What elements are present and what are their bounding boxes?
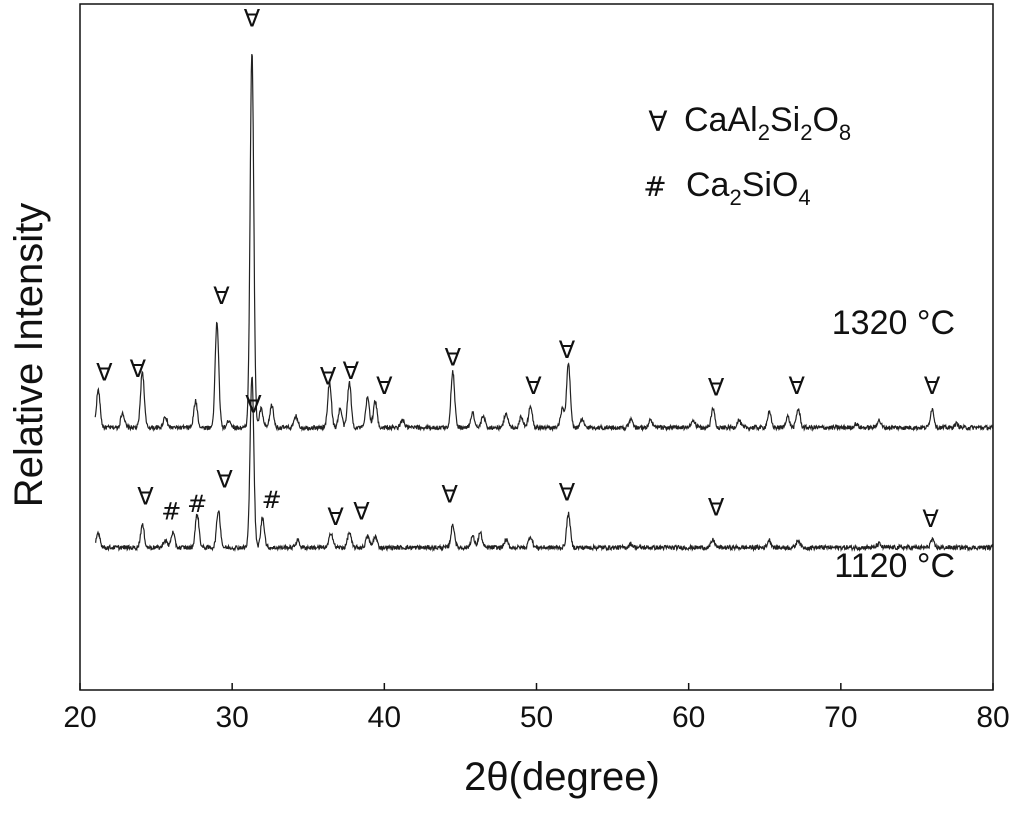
caal2si2o8-peak-marker-1320: ∀ <box>320 362 337 390</box>
caal2si2o8-peak-marker-1120: ∀ <box>708 494 725 522</box>
caal2si2o8-peak-marker-1320: ∀ <box>96 359 113 387</box>
temp-label-1120: 1120 °C <box>834 547 955 585</box>
x-tick-label: 30 <box>215 701 248 734</box>
ca2sio4-peak-marker-1120: # <box>161 497 181 525</box>
y-axis-title: Relative Intensity <box>7 203 51 508</box>
caal2si2o8-peak-marker-1120: ∀ <box>137 482 154 510</box>
caal2si2o8-peak-marker-1320: ∀ <box>708 374 725 402</box>
caal2si2o8-peak-marker-1320: ∀ <box>376 372 393 400</box>
x-tick-label: 40 <box>368 701 401 734</box>
caal2si2o8-peak-marker-1320: ∀ <box>244 4 261 32</box>
series-layer <box>94 54 994 553</box>
caal2si2o8-peak-marker-1320: ∀ <box>130 355 147 383</box>
caal2si2o8-peak-marker-1320: ∀ <box>788 372 805 400</box>
temp-label-1320: 1320 °C <box>832 304 955 342</box>
caal2si2o8-peak-marker-1320: ∀ <box>924 372 941 400</box>
series-1320-line <box>94 54 994 433</box>
legend-label-anorthite: CaAl2Si2O8 <box>684 101 851 145</box>
ca2sio4-peak-marker-1120: # <box>187 490 207 518</box>
plot-frame <box>79 3 994 691</box>
x-axis-title: 2θ(degree) <box>464 755 660 799</box>
x-tick-label: 50 <box>520 701 553 734</box>
caal2si2o8-peak-marker-1120: ∀ <box>245 391 262 419</box>
caal2si2o8-peak-marker-1120: ∀ <box>922 505 939 533</box>
series-1120-line <box>94 376 994 553</box>
ca2sio4-peak-marker-1120: # <box>262 486 282 514</box>
x-tick-label: 60 <box>672 701 705 734</box>
legend-marker-anorthite: ∀ <box>648 105 667 138</box>
caal2si2o8-peak-marker-1320: ∀ <box>445 344 462 372</box>
x-tick-label: 80 <box>976 701 1009 734</box>
caal2si2o8-peak-marker-1320: ∀ <box>213 282 230 310</box>
caal2si2o8-peak-marker-1120: ∀ <box>327 503 344 531</box>
legend-label-larnite: Ca2SiO4 <box>686 166 811 210</box>
x-tick-label: 70 <box>824 701 857 734</box>
caal2si2o8-peak-marker-1120: ∀ <box>216 466 233 494</box>
caal2si2o8-peak-marker-1120: ∀ <box>559 479 576 507</box>
legend-marker-larnite: # <box>643 170 666 203</box>
peak-markers: ∀ ∀∀∀∀ ∀∀∀∀∀∀ ∀ ∀∀# #∀∀#∀ ∀∀ ∀∀ ∀ <box>96 4 941 532</box>
caal2si2o8-peak-marker-1120: ∀ <box>353 497 370 525</box>
caal2si2o8-peak-marker-1320: ∀ <box>559 336 576 364</box>
legend: ∀ CaAl2Si2O8 # Ca2SiO4 <box>643 101 851 210</box>
caal2si2o8-peak-marker-1320: ∀ <box>525 372 542 400</box>
caal2si2o8-peak-marker-1320: ∀ <box>343 357 360 385</box>
caal2si2o8-peak-marker-1120: ∀ <box>442 481 459 509</box>
x-ticks: 20 30 40 50 60 70 80 <box>63 683 1010 734</box>
x-tick-label: 20 <box>63 701 96 734</box>
